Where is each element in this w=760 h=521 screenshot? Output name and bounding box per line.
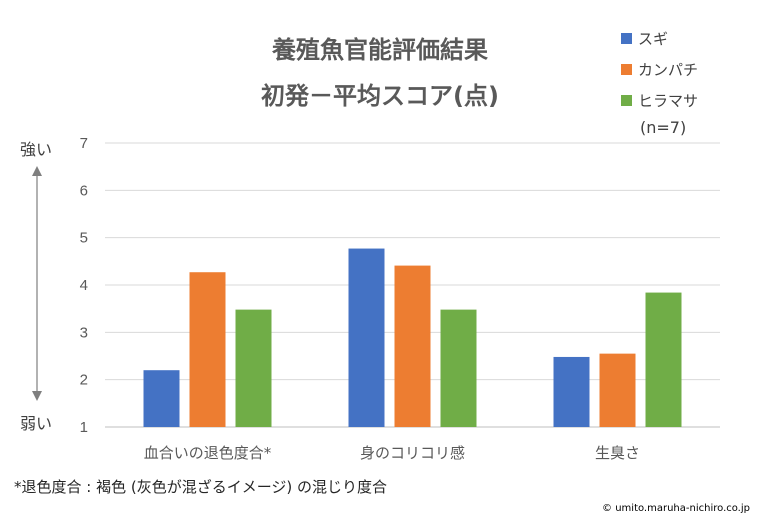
bar-1-1 <box>394 265 431 427</box>
x-tick-label: 血合いの退色度合* <box>144 444 272 462</box>
arrow-up-icon <box>32 166 42 176</box>
legend-label: ヒラマサ <box>638 92 699 110</box>
bar-0-2 <box>553 356 590 427</box>
y-tick-label: 6 <box>80 182 88 199</box>
y-tick-label: 7 <box>80 135 88 152</box>
bar-1-0 <box>189 272 226 427</box>
legend-item-sugi: スギ <box>621 28 668 49</box>
footnote: *退色度合 : 褐色 (灰色が混ざるイメージ) の混じり度合 <box>14 478 388 496</box>
y-tick-label: 5 <box>80 230 88 247</box>
legend-swatch <box>621 64 632 75</box>
legend-label: スギ <box>638 30 669 48</box>
bar-0-0 <box>143 370 180 427</box>
weak-label: 弱い <box>20 414 53 433</box>
chart-title-line2: 初発－平均スコア(点) <box>261 82 499 110</box>
sample-size: (n=7) <box>640 118 687 137</box>
y-tick-label: 1 <box>80 419 88 436</box>
y-tick-label: 4 <box>80 277 88 294</box>
legend-item-hiramasa: ヒラマサ <box>621 90 698 111</box>
y-tick-label: 2 <box>80 372 88 389</box>
strong-label: 強い <box>20 140 53 159</box>
legend-label: カンパチ <box>638 61 699 79</box>
bar-1-2 <box>599 353 636 427</box>
legend-swatch <box>621 95 632 106</box>
bar-2-0 <box>235 309 272 427</box>
credit: © umito.maruha-nichiro.co.jp <box>602 503 750 514</box>
arrow-down-icon <box>32 391 42 401</box>
chart-title-line1: 養殖魚官能評価結果 <box>272 36 488 64</box>
x-tick-label: 身のコリコリ感 <box>360 444 465 462</box>
y-tick-label: 3 <box>80 324 88 341</box>
bar-2-2 <box>645 292 682 427</box>
bar-0-1 <box>348 248 385 427</box>
legend-swatch <box>621 33 632 44</box>
bar-2-1 <box>440 309 477 427</box>
x-tick-label: 生臭さ <box>595 444 640 462</box>
legend-item-kanpachi: カンパチ <box>621 59 698 80</box>
